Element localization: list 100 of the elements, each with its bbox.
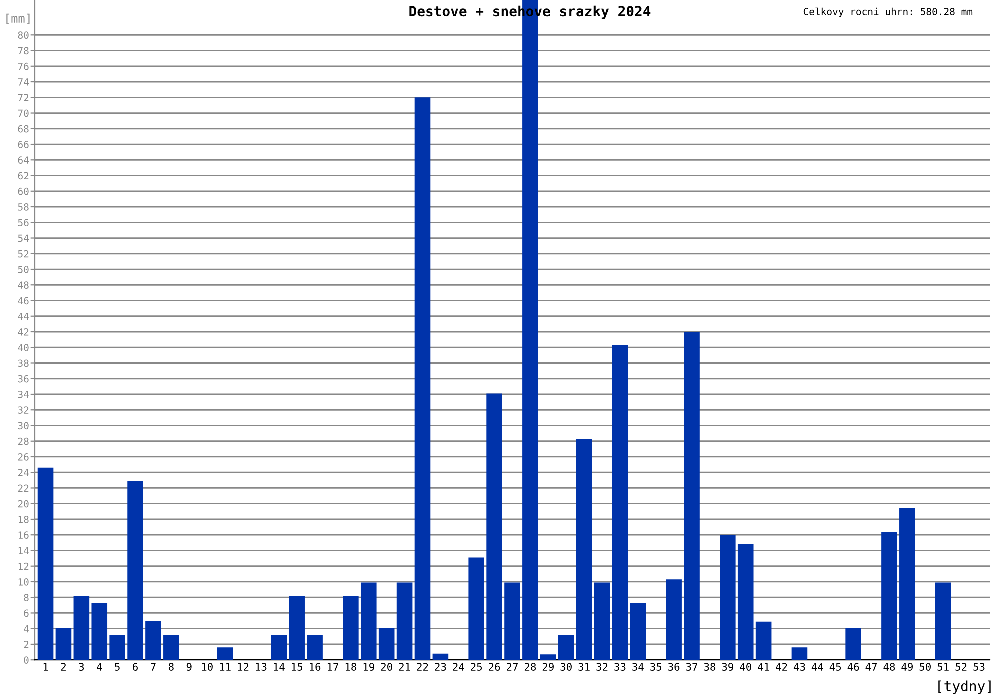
x-tick-label: 25: [471, 663, 482, 671]
bar: [612, 345, 628, 660]
x-tick-label: 22: [417, 663, 428, 671]
y-tick-label: 14: [18, 547, 29, 554]
x-tick-label: 16: [310, 663, 321, 671]
y-tick-label: 58: [18, 204, 29, 211]
x-tick-label: 35: [650, 663, 662, 671]
y-tick-label: 28: [18, 438, 29, 446]
bar: [110, 635, 126, 660]
y-tick-label: 30: [18, 422, 29, 430]
bar: [307, 635, 323, 660]
y-tick-label: 0: [24, 656, 29, 664]
x-tick-label: 1: [44, 663, 48, 671]
x-tick-label: 51: [938, 663, 949, 671]
bar: [414, 98, 431, 660]
bar: [486, 394, 502, 660]
y-tick-label: 50: [18, 266, 29, 274]
x-tick-label: 5: [115, 663, 120, 671]
x-tick-label: 15: [292, 663, 303, 671]
x-tick-label: 34: [632, 663, 644, 671]
bar: [720, 535, 736, 660]
bar: [360, 582, 377, 660]
x-tick-label: 52: [956, 663, 967, 671]
x-tick-label: 46: [848, 663, 860, 671]
bar: [128, 481, 144, 660]
y-tick-label: 48: [18, 282, 29, 289]
bar: [630, 603, 646, 660]
y-tick-label: 68: [18, 125, 29, 133]
x-tick-label: 23: [435, 663, 446, 671]
y-tick-label: 40: [18, 344, 29, 352]
bar: [289, 596, 305, 660]
bar: [738, 544, 754, 660]
x-tick-label: 42: [776, 663, 788, 671]
y-tick-label: 70: [18, 110, 29, 118]
x-tick-label: 48: [884, 663, 896, 671]
bar: [271, 635, 288, 660]
bar: [56, 628, 72, 660]
bar: [594, 582, 610, 660]
y-tick-label: 4: [24, 625, 29, 633]
x-tick-label: 38: [704, 663, 716, 671]
y-tick-label: 18: [18, 516, 29, 524]
y-tick-label: 34: [18, 391, 29, 398]
y-axis-title: [mm]: [6, 14, 30, 24]
x-tick-label: 6: [133, 663, 138, 671]
x-tick-label: 13: [256, 663, 267, 671]
y-tick-label: 26: [18, 453, 29, 461]
bar: [846, 628, 862, 660]
bar: [217, 648, 234, 660]
x-tick-label: 31: [578, 663, 590, 671]
y-tick-label: 24: [18, 469, 29, 476]
x-tick-label: 29: [542, 663, 554, 671]
y-tick-label: 16: [18, 532, 29, 539]
bar: [468, 558, 484, 660]
x-tick-label: 12: [238, 663, 249, 671]
bar: [935, 582, 952, 660]
y-tick-label: 46: [18, 297, 29, 305]
bar: [432, 654, 449, 660]
y-tick-label: 12: [18, 562, 29, 570]
bar: [576, 439, 592, 660]
y-tick-label: 74: [18, 78, 29, 86]
x-tick-label: 36: [668, 663, 680, 671]
y-tick-label: 52: [18, 250, 29, 258]
y-tick-label: 6: [24, 610, 29, 618]
annotation: Celkovy rocni uhrn: 580.28 mm: [804, 8, 973, 18]
x-tick-label: 37: [686, 663, 698, 671]
y-tick-label: 22: [18, 484, 29, 492]
y-tick-label: 54: [18, 234, 29, 242]
y-tick-label: 10: [18, 578, 29, 586]
bar: [164, 635, 180, 660]
x-tick-label: 33: [614, 663, 626, 671]
bar: [666, 580, 682, 660]
y-tick-label: 8: [24, 594, 29, 602]
x-tick-label: 30: [560, 663, 572, 671]
x-tick-label: 14: [274, 663, 285, 671]
bar: [343, 596, 359, 660]
y-tick-label: 56: [18, 219, 29, 226]
x-tick-label: 50: [920, 663, 931, 671]
x-tick-label: 21: [399, 663, 410, 671]
y-tick-label: 32: [18, 406, 29, 414]
bar: [882, 532, 898, 660]
bar: [146, 621, 162, 660]
x-tick-label: 3: [79, 663, 84, 671]
y-tick-label: 64: [18, 156, 29, 164]
bar: [378, 628, 395, 660]
bar: [558, 635, 574, 660]
bar: [396, 582, 413, 660]
y-tick-label: 76: [18, 62, 29, 70]
x-tick-label: 26: [489, 663, 500, 671]
bar: [684, 332, 700, 660]
x-tick-label: 10: [202, 663, 213, 671]
y-tick-label: 66: [18, 141, 29, 148]
x-tick-label: 17: [328, 663, 338, 671]
y-tick-label: 20: [18, 500, 29, 508]
x-tick-label: 20: [381, 663, 392, 671]
x-tick-label: 49: [902, 663, 913, 671]
y-tick-label: 42: [18, 328, 29, 336]
bar: [504, 582, 520, 660]
x-tick-label: 4: [97, 663, 102, 671]
x-tick-label: 40: [740, 663, 752, 671]
y-tick-label: 72: [18, 94, 29, 102]
